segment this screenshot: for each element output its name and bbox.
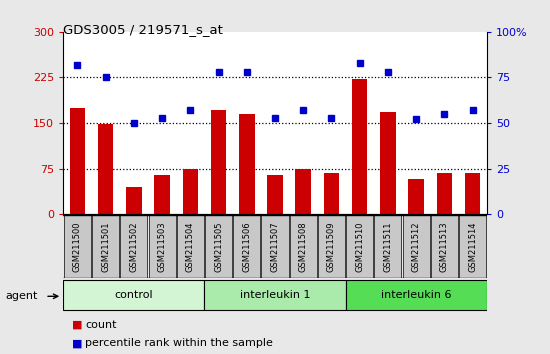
Text: GSM211506: GSM211506 [242,221,251,272]
Text: GSM211504: GSM211504 [186,221,195,272]
FancyBboxPatch shape [205,280,345,310]
Text: interleukin 6: interleukin 6 [381,290,452,300]
Text: GSM211511: GSM211511 [383,221,393,272]
Text: GSM211512: GSM211512 [411,221,421,272]
FancyBboxPatch shape [177,215,204,278]
Bar [98,124,113,214]
Bar [70,108,85,214]
Bar [183,169,198,214]
Text: percentile rank within the sample: percentile rank within the sample [85,338,273,348]
FancyBboxPatch shape [346,215,373,278]
Bar [126,187,141,214]
FancyBboxPatch shape [261,215,289,278]
Text: count: count [85,320,117,330]
Text: GSM211514: GSM211514 [468,221,477,272]
Text: GSM211503: GSM211503 [157,221,167,272]
FancyBboxPatch shape [403,215,430,278]
Text: GSM211501: GSM211501 [101,221,110,272]
FancyBboxPatch shape [459,215,486,278]
Bar [465,173,480,214]
Bar [155,175,170,214]
FancyBboxPatch shape [431,215,458,278]
Text: GSM211505: GSM211505 [214,221,223,272]
Text: GSM211513: GSM211513 [440,221,449,272]
FancyBboxPatch shape [375,215,402,278]
Text: interleukin 1: interleukin 1 [240,290,310,300]
FancyBboxPatch shape [345,280,487,310]
Text: GSM211510: GSM211510 [355,221,364,272]
Text: GDS3005 / 219571_s_at: GDS3005 / 219571_s_at [63,23,223,36]
Bar [295,169,311,214]
Text: GSM211507: GSM211507 [271,221,279,272]
FancyBboxPatch shape [92,215,119,278]
FancyBboxPatch shape [205,215,232,278]
FancyBboxPatch shape [120,215,147,278]
FancyBboxPatch shape [148,215,175,278]
Text: ■: ■ [72,338,82,348]
FancyBboxPatch shape [233,215,260,278]
FancyBboxPatch shape [64,215,91,278]
Bar [324,173,339,214]
Bar [352,79,367,214]
FancyBboxPatch shape [290,215,317,278]
Text: control: control [114,290,153,300]
Text: GSM211502: GSM211502 [129,221,139,272]
Text: GSM211509: GSM211509 [327,221,336,272]
Bar [380,112,395,214]
Bar [211,110,226,214]
Text: agent: agent [6,291,38,301]
FancyBboxPatch shape [318,215,345,278]
Text: GSM211508: GSM211508 [299,221,308,272]
Bar [267,175,283,214]
Bar [239,114,255,214]
FancyBboxPatch shape [63,280,205,310]
Text: ■: ■ [72,320,82,330]
Bar [437,173,452,214]
Text: GSM211500: GSM211500 [73,221,82,272]
Bar [409,179,424,214]
